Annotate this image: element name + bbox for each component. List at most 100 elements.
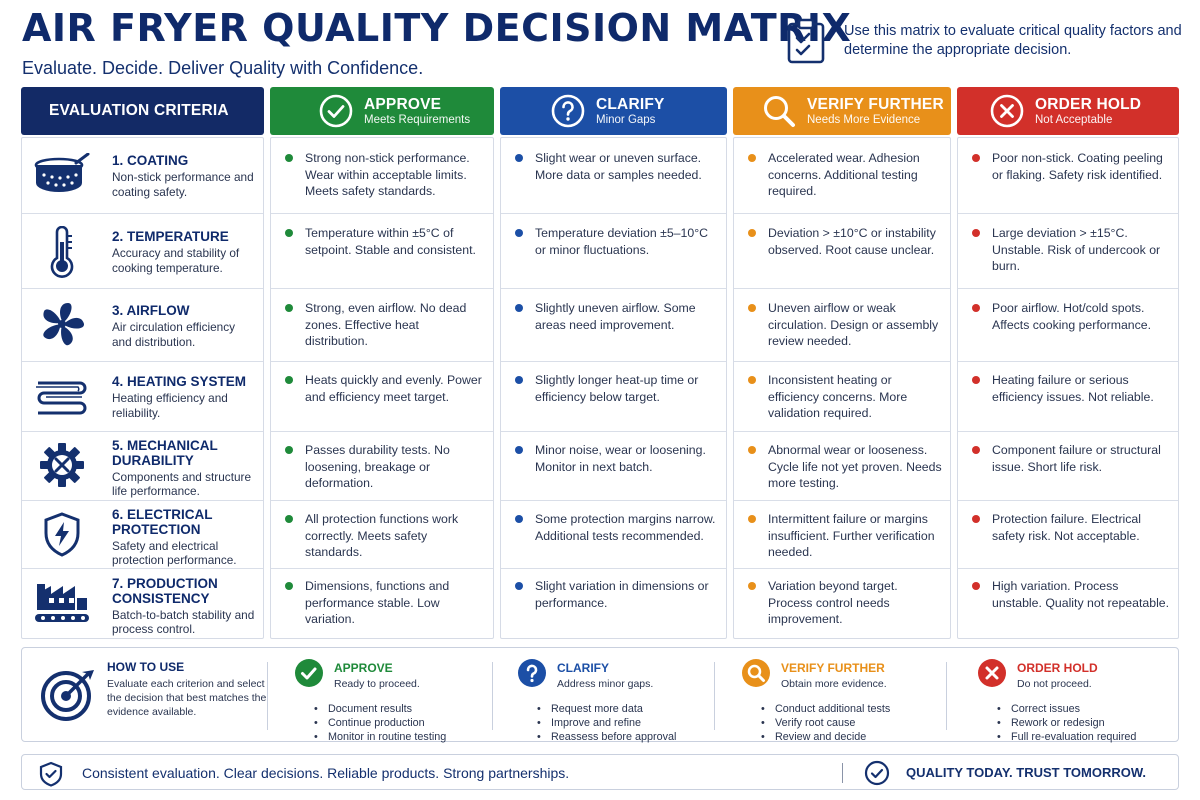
status-dot <box>748 376 756 384</box>
decision-matrix: EVALUATION CRITERIA APPROVE Meets Requir… <box>21 87 1179 639</box>
page-title: AIR FRYER QUALITY DECISION MATRIX <box>22 6 852 50</box>
header-clarify-label: CLARIFY <box>596 96 665 113</box>
status-dot <box>748 229 756 237</box>
header-criteria: EVALUATION CRITERIA <box>21 87 264 135</box>
clarify-text: Slightly longer heat-up time or efficien… <box>535 373 699 404</box>
header-clarify-sub: Minor Gaps <box>596 114 656 126</box>
criteria-desc: Safety and electrical protection perform… <box>112 539 237 567</box>
criteria-name: 4. HEATING SYSTEM <box>112 374 247 389</box>
criteria-name: 7. PRODUCTION CONSISTENCY <box>112 576 218 606</box>
criteria-name: 6. ELECTRICAL PROTECTION <box>112 507 213 537</box>
clarify-text: Slightly uneven airflow. Some areas need… <box>535 301 696 332</box>
criteria-desc: Batch-to-batch stability and process con… <box>112 608 255 636</box>
verify-cell: Inconsistent heating or efficiency conce… <box>734 362 950 432</box>
clipboard-check-icon <box>787 18 825 64</box>
legend-title: ORDER HOLD <box>1017 661 1098 675</box>
approve-column: Strong non-stick performance. Wear withi… <box>270 137 494 639</box>
criteria-name: 2. TEMPERATURE <box>112 229 229 244</box>
magnifier-icon <box>742 659 770 687</box>
legend-item: Rework or redesign <box>997 716 1136 730</box>
factory-icon <box>32 581 92 627</box>
divider <box>267 662 268 730</box>
status-dot <box>972 446 980 454</box>
status-dot <box>285 376 293 384</box>
approve-cell: Passes durability tests. No loosening, b… <box>271 432 493 501</box>
fan-icon <box>32 301 92 347</box>
check-circle-icon <box>295 659 323 687</box>
header-verify-label: VERIFY FURTHER <box>807 96 944 113</box>
header-clarify: CLARIFY Minor Gaps <box>500 87 727 135</box>
how-to-use-panel: HOW TO USE Evaluate each criterion and s… <box>21 647 1179 744</box>
shield-check-icon <box>39 761 63 787</box>
verify-cell: Uneven airflow or weak circulation. Desi… <box>734 289 950 362</box>
criteria-desc: Non-stick performance and coating safety… <box>112 170 254 199</box>
header-hold-label: ORDER HOLD <box>1035 96 1142 113</box>
hold-text: Poor airflow. Hot/cold spots. Affects co… <box>992 301 1152 332</box>
verify-cell: Abnormal wear or looseness. Cycle life n… <box>734 432 950 501</box>
legend-title: VERIFY FURTHER <box>781 661 885 675</box>
status-dot <box>285 515 293 523</box>
footer-slogan: Consistent evaluation. Clear decisions. … <box>82 765 570 781</box>
verify-cell: Variation beyond target. Process control… <box>734 569 950 640</box>
criteria-row-coating: 1. COATING Non-stick performance and coa… <box>22 138 263 214</box>
approve-text: Strong non-stick performance. Wear withi… <box>305 151 470 199</box>
hold-cell: Heating failure or serious efficiency is… <box>958 362 1178 432</box>
divider <box>492 662 493 730</box>
status-dot <box>285 229 293 237</box>
divider <box>842 763 843 783</box>
hold-text: Large deviation > ±15°C. Unstable. Risk … <box>992 226 1161 274</box>
status-dot <box>972 229 980 237</box>
legend-sub: Address minor gaps. <box>557 678 654 690</box>
status-dot <box>972 376 980 384</box>
verify-text: Deviation > ±10°C or instability observe… <box>768 226 936 257</box>
criteria-row-electrical: 6. ELECTRICAL PROTECTION Safety and elec… <box>22 501 263 569</box>
legend-item: Conduct additional tests <box>761 702 890 716</box>
verify-cell: Accelerated wear. Adhesion concerns. Add… <box>734 138 950 214</box>
verify-text: Inconsistent heating or efficiency conce… <box>768 373 908 421</box>
hold-cell: High variation. Process unstable. Qualit… <box>958 569 1178 640</box>
status-dot <box>515 229 523 237</box>
verify-text: Intermittent failure or margins insuffic… <box>768 512 935 560</box>
approve-cell: Temperature within ±5°C of setpoint. Sta… <box>271 214 493 289</box>
target-icon <box>41 670 94 721</box>
hold-text: Heating failure or serious efficiency is… <box>992 373 1154 404</box>
footer-bar: Consistent evaluation. Clear decisions. … <box>21 754 1179 790</box>
header-approve-sub: Meets Requirements <box>364 114 471 126</box>
legend-title: APPROVE <box>334 661 393 675</box>
thermometer-icon <box>32 226 92 278</box>
how-to-use-title: HOW TO USE <box>107 660 185 674</box>
clarify-text: Some protection margins narrow. Addition… <box>535 512 716 543</box>
clarify-text: Slight variation in dimensions or perfor… <box>535 579 709 610</box>
verify-text: Variation beyond target. Process control… <box>768 579 898 627</box>
hold-cell: Poor airflow. Hot/cold spots. Affects co… <box>958 289 1178 362</box>
question-circle-icon <box>518 659 546 687</box>
status-dot <box>515 154 523 162</box>
criteria-row-temperature: 2. TEMPERATURE Accuracy and stability of… <box>22 214 263 289</box>
header-approve: APPROVE Meets Requirements <box>270 87 494 135</box>
status-dot <box>748 582 756 590</box>
status-dot <box>748 304 756 312</box>
approve-text: Strong, even airflow. No dead zones. Eff… <box>305 301 467 349</box>
approve-cell: Strong non-stick performance. Wear withi… <box>271 138 493 214</box>
clarify-text: Temperature deviation ±5–10°C or minor f… <box>535 226 708 257</box>
check-circle-icon <box>864 760 890 786</box>
criteria-desc: Components and structure life performanc… <box>112 470 252 498</box>
legend-item: Review and decide <box>761 730 890 744</box>
status-dot <box>748 446 756 454</box>
hold-column: Poor non-stick. Coating peeling or flaki… <box>957 137 1179 639</box>
legend-title: CLARIFY <box>557 661 609 675</box>
shield-bolt-icon <box>32 511 92 557</box>
clarify-cell: Slight variation in dimensions or perfor… <box>501 569 726 640</box>
x-circle-icon <box>990 94 1024 128</box>
hold-cell: Large deviation > ±15°C. Unstable. Risk … <box>958 214 1178 289</box>
status-dot <box>515 304 523 312</box>
status-dot <box>515 515 523 523</box>
criteria-name: 3. AIRFLOW <box>112 303 190 318</box>
status-dot <box>972 154 980 162</box>
status-dot <box>515 446 523 454</box>
criteria-desc: Heating efficiency and reliability. <box>112 391 228 420</box>
status-dot <box>748 154 756 162</box>
check-circle-icon <box>319 94 353 128</box>
criteria-column: 1. COATING Non-stick performance and coa… <box>21 137 264 639</box>
approve-text: Heats quickly and evenly. Power and effi… <box>305 373 482 404</box>
